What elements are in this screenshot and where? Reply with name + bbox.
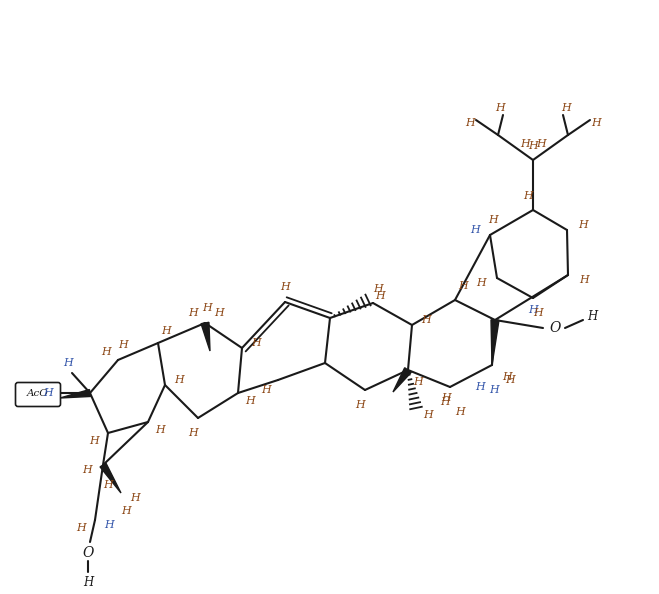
Text: H: H <box>375 291 385 301</box>
Text: H: H <box>101 347 111 357</box>
Text: H: H <box>455 407 465 417</box>
Text: H: H <box>421 315 431 325</box>
Text: H: H <box>440 397 450 407</box>
Text: H: H <box>591 118 601 128</box>
Text: H: H <box>251 338 261 348</box>
Text: H: H <box>188 308 198 318</box>
Text: H: H <box>121 506 131 516</box>
Text: H: H <box>505 375 515 385</box>
Text: H: H <box>261 385 271 395</box>
Text: H: H <box>155 425 165 435</box>
Text: H: H <box>502 372 512 382</box>
Text: H: H <box>528 141 538 151</box>
Text: H: H <box>458 281 468 291</box>
Text: H: H <box>280 282 290 292</box>
Text: H: H <box>43 388 53 398</box>
Text: O: O <box>82 546 94 560</box>
Text: H: H <box>441 393 451 403</box>
Text: H: H <box>520 139 530 149</box>
Polygon shape <box>60 390 90 398</box>
Text: H: H <box>89 436 99 446</box>
Text: H: H <box>245 396 255 406</box>
Text: H: H <box>118 340 128 350</box>
Polygon shape <box>201 323 210 351</box>
Text: H: H <box>561 103 571 113</box>
Text: H: H <box>202 303 212 313</box>
Text: H: H <box>188 428 198 438</box>
Text: AcO: AcO <box>27 390 49 399</box>
Text: H: H <box>523 191 533 201</box>
Text: H: H <box>423 410 433 420</box>
Text: H: H <box>214 308 224 318</box>
FancyBboxPatch shape <box>16 383 61 406</box>
Text: H: H <box>528 305 538 315</box>
Text: H: H <box>161 326 171 336</box>
Text: H: H <box>413 377 423 387</box>
Text: H: H <box>465 118 475 128</box>
Text: H: H <box>104 520 114 530</box>
Text: H: H <box>488 215 498 225</box>
Text: H: H <box>174 375 184 385</box>
Text: H: H <box>373 284 383 294</box>
Polygon shape <box>491 320 499 365</box>
Text: H: H <box>103 480 113 490</box>
Text: H: H <box>475 382 485 392</box>
Text: H: H <box>578 220 588 230</box>
Text: H: H <box>587 311 597 324</box>
Text: H: H <box>489 385 499 395</box>
Text: O: O <box>550 321 561 335</box>
Text: H: H <box>82 465 92 475</box>
Text: H: H <box>476 278 486 288</box>
Text: H: H <box>76 523 86 533</box>
Text: H: H <box>355 400 365 410</box>
Polygon shape <box>393 368 411 392</box>
Polygon shape <box>100 463 121 493</box>
Text: H: H <box>579 275 589 285</box>
Text: H: H <box>470 225 480 235</box>
Text: H: H <box>536 139 546 149</box>
Text: H: H <box>63 358 73 368</box>
Text: H: H <box>495 103 505 113</box>
Text: H: H <box>533 308 543 318</box>
Text: H: H <box>83 576 93 589</box>
Text: H: H <box>130 493 140 503</box>
